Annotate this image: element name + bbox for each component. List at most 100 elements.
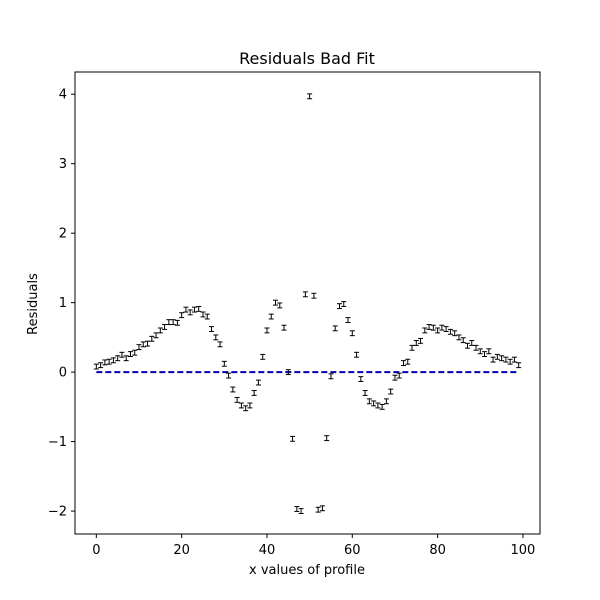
data-point (162, 324, 168, 330)
data-point (426, 324, 432, 330)
data-point (452, 330, 458, 337)
y-tick-label: 4 (59, 88, 67, 103)
data-point (145, 340, 151, 347)
x-axis-label: x values of profile (249, 563, 365, 578)
data-point (93, 363, 99, 370)
data-point (307, 93, 313, 100)
data-point (516, 362, 522, 369)
data-point (324, 435, 330, 442)
data-point (243, 405, 249, 412)
data-point (328, 373, 334, 380)
data-point (213, 334, 219, 341)
chart-title: Residuals Bad Fit (239, 49, 375, 68)
data-point (473, 344, 479, 351)
data-point (477, 348, 483, 355)
data-point (226, 372, 232, 379)
data-point (230, 386, 236, 393)
data-point (332, 325, 338, 332)
y-tick-label: −2 (48, 505, 67, 520)
data-point (503, 356, 509, 363)
data-point (349, 330, 355, 337)
data-point (200, 311, 206, 318)
y-axis-label: Residuals (26, 273, 41, 335)
x-tick-label: 0 (92, 543, 100, 558)
data-point (98, 362, 104, 369)
data-point (268, 313, 274, 320)
data-point (183, 306, 189, 313)
data-point (166, 319, 172, 326)
data-point (443, 326, 449, 332)
data-point (375, 402, 381, 409)
data-point (418, 337, 424, 344)
data-point (341, 301, 347, 307)
data-point (119, 351, 125, 358)
y-axis: −2 −1 0 1 2 3 4 (48, 88, 75, 520)
data-point (490, 356, 496, 363)
data-point (422, 327, 428, 334)
data-point (140, 341, 146, 348)
data-point (179, 312, 185, 319)
data-point (499, 355, 505, 362)
data-point (123, 355, 129, 362)
data-point (238, 402, 244, 409)
data-point (110, 357, 116, 364)
data-point (482, 351, 488, 357)
data-point (285, 369, 291, 376)
data-point (311, 292, 317, 299)
data-point (396, 372, 402, 379)
data-point (456, 334, 462, 341)
data-point (383, 398, 389, 405)
data-point (405, 358, 411, 365)
data-point (345, 317, 351, 323)
data-point (460, 337, 466, 344)
data-point (187, 309, 193, 316)
data-point (379, 403, 385, 410)
data-point (209, 326, 215, 332)
data-point (157, 327, 163, 334)
data-point (149, 335, 155, 342)
data-point (366, 398, 372, 405)
data-point (264, 327, 270, 334)
data-point (302, 291, 308, 298)
data-point (388, 388, 394, 395)
data-point (191, 306, 197, 313)
y-tick-label: −1 (48, 435, 67, 450)
data-point (315, 506, 321, 513)
data-point (217, 341, 223, 348)
data-point (234, 396, 240, 403)
data-point (247, 402, 253, 409)
data-point (273, 299, 279, 306)
x-tick-label: 100 (511, 543, 536, 558)
data-point (413, 340, 419, 346)
data-point (102, 359, 108, 366)
y-tick-label: 3 (59, 157, 67, 172)
data-point (115, 355, 121, 362)
data-point (294, 506, 300, 512)
data-point (400, 360, 406, 367)
data-point (494, 353, 500, 360)
data-point (464, 342, 470, 349)
x-tick-label: 80 (429, 543, 446, 558)
data-point (204, 313, 210, 320)
data-point (486, 348, 492, 355)
data-point (511, 356, 517, 363)
data-point (354, 351, 360, 358)
data-point (409, 344, 415, 351)
data-point (174, 319, 180, 326)
data-point (507, 358, 513, 365)
data-point (153, 332, 159, 339)
data-point (430, 324, 436, 331)
data-point (336, 303, 342, 310)
x-tick-label: 40 (259, 543, 276, 558)
data-point (290, 435, 296, 442)
data-point (298, 508, 304, 515)
data-point (221, 360, 227, 367)
data-point (435, 327, 441, 334)
y-tick-label: 1 (59, 296, 67, 311)
x-tick-label: 20 (173, 543, 190, 558)
data-point (170, 319, 176, 326)
data-point (277, 302, 283, 309)
y-tick-label: 2 (59, 227, 67, 242)
